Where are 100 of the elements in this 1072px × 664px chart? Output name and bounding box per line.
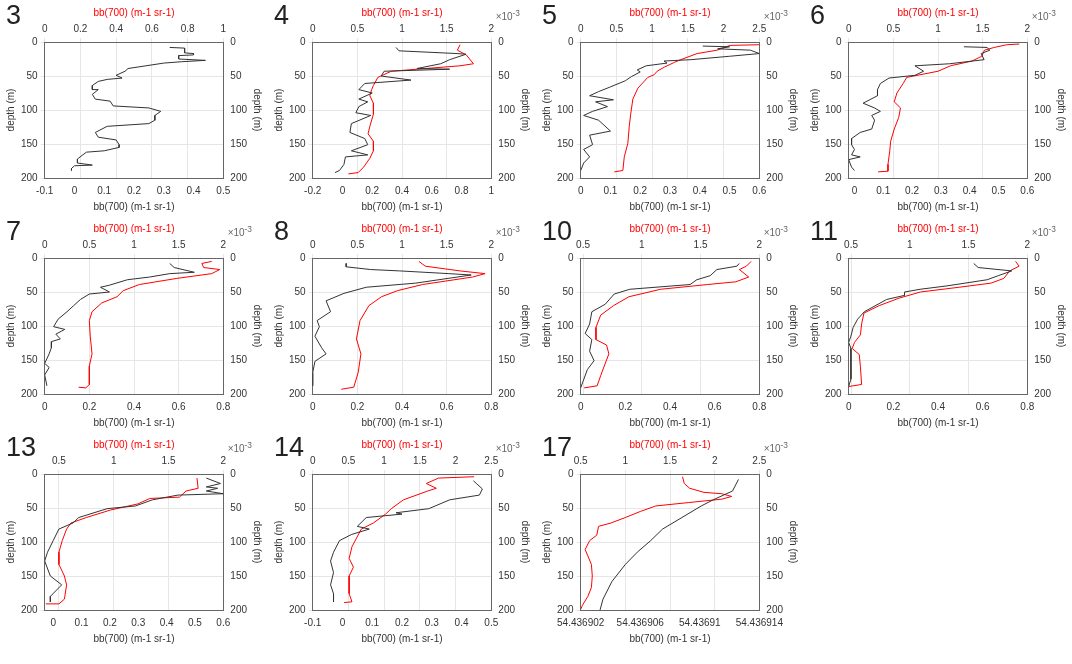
x2-tick-label: 2 (1024, 238, 1031, 250)
x2-tick-label: 2.5 (752, 454, 767, 466)
x-tick-label: 0.4 (159, 616, 174, 628)
text: ×10$^{-3}$ (495, 224, 520, 239)
y-tick-label: 150 (21, 353, 39, 365)
y2-tick-label: 150 (766, 353, 784, 365)
x2-tick-label: 1.5 (171, 238, 187, 250)
text: ×10$^{-3}$ (495, 8, 520, 23)
x-tick-label: 0.2 (350, 400, 365, 412)
y-tick-label: 100 (557, 319, 575, 331)
y2-tick-label: 0 (1034, 251, 1041, 263)
x2-tick-label: 0.2 (73, 22, 88, 34)
x2-tick-label: 0 (41, 22, 48, 34)
y-tick-label: 50 (294, 501, 307, 513)
text: ×10$^{-3}$ (1031, 8, 1056, 23)
x-tick-label: 0 (577, 184, 584, 196)
x2-axis-title: bb(700) (m-1 sr-1) (361, 438, 443, 450)
x-tick-label: 0 (50, 616, 57, 628)
x-tick-label: 0.2 (365, 184, 380, 196)
x-tick-label: 0.8 (752, 400, 767, 412)
y-tick-label: 0 (32, 35, 39, 47)
y2-tick-label: 200 (230, 171, 248, 183)
x-tick-label: 0.1 (876, 184, 891, 196)
y-tick-label: 150 (289, 137, 307, 149)
x-tick-label: 0.6 (975, 400, 991, 412)
y-tick-label: 200 (557, 387, 575, 399)
text: ×10$^{-3}$ (763, 224, 788, 239)
text: ×10$^{-3}$ (227, 440, 252, 455)
y2-tick-label: 100 (1034, 319, 1052, 331)
x-tick-label: 0.5 (188, 616, 203, 628)
x-tick-label: 0.1 (603, 184, 618, 196)
x2-tick-label: 2 (220, 454, 227, 466)
y2-tick-label: 100 (498, 103, 516, 115)
x-tick-label: 0.4 (454, 616, 469, 628)
x-tick-label: 0.1 (97, 184, 112, 196)
x2-tick-label: 0.5 (350, 238, 365, 250)
x-tick-label: 0.4 (395, 400, 410, 412)
x-tick-label: 0 (577, 400, 584, 412)
x2-tick-label: 1.5 (412, 454, 428, 466)
x-tick-label: 0.2 (618, 400, 633, 412)
y2-axis-title: depth (m) (520, 520, 532, 564)
y-tick-label: 150 (289, 353, 307, 365)
x-tick-label: 0.5 (991, 184, 1006, 196)
y2-tick-label: 150 (766, 569, 784, 581)
y-axis-title: depth (m) (540, 520, 552, 564)
x-tick-label: 0.8 (1020, 400, 1035, 412)
y2-axis-title: depth (m) (252, 520, 264, 564)
chart-title: 4 (274, 0, 290, 30)
y2-tick-label: 50 (230, 501, 242, 513)
y-tick-label: 50 (562, 69, 575, 81)
y-tick-label: 50 (294, 69, 307, 81)
y2-tick-label: 200 (498, 171, 516, 183)
y-tick-label: 150 (557, 569, 575, 581)
y2-tick-label: 100 (498, 535, 516, 547)
y-tick-label: 200 (825, 171, 843, 183)
y2-tick-label: 50 (498, 69, 510, 81)
y-tick-label: 0 (300, 467, 307, 479)
y2-tick-label: 0 (498, 467, 505, 479)
chart-title: 8 (274, 216, 290, 246)
x-tick-label: 0.1 (74, 616, 89, 628)
chart-title: 7 (6, 216, 22, 246)
y-tick-label: 0 (32, 467, 39, 479)
y-axis-title: depth (m) (272, 304, 284, 348)
x2-axis-title: bb(700) (m-1 sr-1) (93, 222, 175, 234)
y-tick-label: 200 (21, 603, 39, 615)
y2-tick-label: 200 (1034, 171, 1052, 183)
y-tick-label: 200 (557, 603, 575, 615)
chart-title: 10 (542, 216, 573, 246)
x-axis-title: bb(700) (m-1 sr-1) (629, 416, 711, 428)
x2-axis-title: bb(700) (m-1 sr-1) (629, 438, 711, 450)
x-tick-label: 1 (488, 184, 495, 196)
x2-axis-title: bb(700) (m-1 sr-1) (629, 6, 711, 18)
x2-tick-label: 2 (452, 454, 459, 466)
x-tick-label: 0.4 (931, 400, 946, 412)
x2-tick-label: 0.5 (886, 22, 901, 34)
x2-tick-label: 2 (488, 238, 495, 250)
y-tick-label: 200 (289, 387, 307, 399)
x-tick-label: 0.4 (663, 400, 678, 412)
y2-tick-label: 50 (230, 285, 242, 297)
x2-tick-label: 0.5 (576, 238, 591, 250)
x2-tick-label: 0 (309, 22, 316, 34)
y2-axis-title: depth (m) (520, 304, 532, 348)
x-tick-label: 0.5 (484, 616, 499, 628)
x-axis-title: bb(700) (m-1 sr-1) (361, 200, 443, 212)
y-tick-label: 50 (294, 285, 307, 297)
x-tick-label: 0.4 (692, 184, 708, 196)
x-tick-label: 0.6 (424, 184, 440, 196)
y2-tick-label: 150 (766, 137, 784, 149)
y-tick-label: 0 (568, 467, 575, 479)
x2-tick-label: 1 (399, 22, 406, 34)
x-tick-label: 0.3 (663, 184, 678, 196)
y-tick-label: 150 (289, 569, 307, 581)
y2-tick-label: 100 (498, 319, 516, 331)
text: ×10$^{-3}$ (227, 224, 252, 239)
y-tick-label: 50 (562, 501, 575, 513)
y2-tick-label: 200 (498, 387, 516, 399)
y2-tick-label: 100 (230, 535, 248, 547)
x2-tick-label: 1.5 (693, 238, 708, 250)
x-axis-title: bb(700) (m-1 sr-1) (897, 200, 979, 212)
x-tick-label: 0.1 (365, 616, 380, 628)
